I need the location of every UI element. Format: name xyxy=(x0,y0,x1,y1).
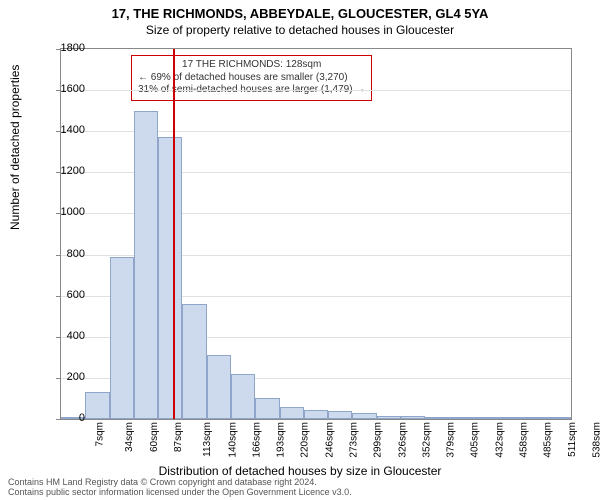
ytick-label: 600 xyxy=(45,289,85,301)
xtick-label: 432sqm xyxy=(494,422,505,458)
xtick-label: 458sqm xyxy=(519,422,530,458)
histogram-bar xyxy=(134,111,158,419)
footer-line2: Contains public sector information licen… xyxy=(8,488,352,498)
histogram-bar xyxy=(207,355,231,419)
histogram-bar xyxy=(182,304,206,419)
histogram-bar xyxy=(280,407,304,419)
xtick-label: 7sqm xyxy=(95,422,106,446)
annotation-box: 17 THE RICHMONDS: 128sqm ← 69% of detach… xyxy=(131,55,372,101)
xtick-label: 299sqm xyxy=(373,422,384,458)
histogram-bar xyxy=(110,257,134,419)
xtick-label: 405sqm xyxy=(470,422,481,458)
histogram-bar xyxy=(450,417,474,419)
y-axis-label: Number of detached properties xyxy=(8,65,22,230)
ytick-label: 0 xyxy=(45,412,85,424)
histogram-bar xyxy=(328,411,352,419)
histogram-bar xyxy=(352,413,376,419)
xtick-label: 485sqm xyxy=(543,422,554,458)
ytick-label: 400 xyxy=(45,330,85,342)
chart-subtitle: Size of property relative to detached ho… xyxy=(0,21,600,37)
ytick-label: 1200 xyxy=(45,165,85,177)
histogram-bar xyxy=(425,417,449,419)
x-axis-label: Distribution of detached houses by size … xyxy=(0,464,600,478)
histogram-bar xyxy=(231,374,255,419)
histogram-bar xyxy=(522,417,546,419)
ytick-label: 1000 xyxy=(45,206,85,218)
xtick-label: 166sqm xyxy=(251,422,262,458)
histogram-bar xyxy=(498,417,522,419)
reference-line xyxy=(173,49,175,419)
xtick-label: 193sqm xyxy=(276,422,287,458)
histogram-bar xyxy=(304,410,328,419)
ytick-label: 200 xyxy=(45,371,85,383)
xtick-label: 140sqm xyxy=(227,422,238,458)
chart-container: 17, THE RICHMONDS, ABBEYDALE, GLOUCESTER… xyxy=(0,0,600,500)
xtick-label: 273sqm xyxy=(349,422,360,458)
histogram-bar xyxy=(547,417,571,419)
xtick-label: 60sqm xyxy=(149,422,160,452)
xtick-label: 326sqm xyxy=(397,422,408,458)
gridline xyxy=(61,90,571,91)
chart-title: 17, THE RICHMONDS, ABBEYDALE, GLOUCESTER… xyxy=(0,0,600,21)
xtick-label: 246sqm xyxy=(324,422,335,458)
footer-text: Contains HM Land Registry data © Crown c… xyxy=(8,478,352,498)
histogram-bar xyxy=(401,416,425,419)
ytick-label: 1400 xyxy=(45,124,85,136)
xtick-label: 87sqm xyxy=(173,422,184,452)
ytick-label: 1600 xyxy=(45,83,85,95)
ytick-label: 800 xyxy=(45,248,85,260)
xtick-label: 34sqm xyxy=(124,422,135,452)
histogram-bar xyxy=(377,416,401,419)
histogram-bar xyxy=(255,398,279,419)
histogram-bar xyxy=(158,137,182,419)
histogram-bar xyxy=(85,392,109,419)
histogram-bar xyxy=(474,417,498,419)
xtick-label: 538sqm xyxy=(591,422,600,458)
plot-area: 17 THE RICHMONDS: 128sqm ← 69% of detach… xyxy=(60,48,572,420)
ytick-label: 1800 xyxy=(45,42,85,54)
xtick-label: 379sqm xyxy=(446,422,457,458)
xtick-label: 352sqm xyxy=(421,422,432,458)
xtick-label: 220sqm xyxy=(300,422,311,458)
xtick-label: 511sqm xyxy=(566,422,577,457)
xtick-label: 113sqm xyxy=(202,422,213,457)
